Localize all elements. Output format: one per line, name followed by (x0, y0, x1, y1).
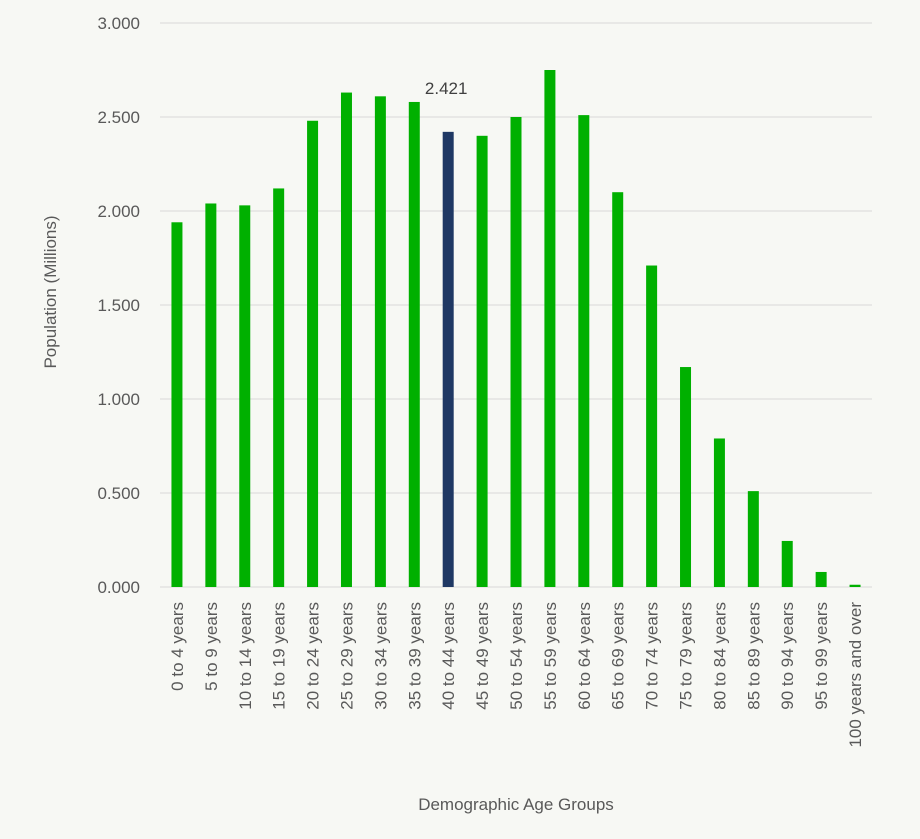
bar (374, 96, 386, 587)
x-tick-label: 30 to 34 years (371, 602, 390, 710)
bar (815, 571, 827, 587)
x-tick-label: 10 to 14 years (236, 602, 255, 710)
x-tick-label: 60 to 64 years (575, 602, 594, 710)
bar (510, 117, 522, 587)
x-tick-label: 80 to 84 years (710, 602, 729, 710)
y-axis-title: Population (Millions) (41, 215, 60, 368)
bar (646, 265, 658, 587)
bar (781, 540, 793, 587)
x-tick-label: 20 to 24 years (304, 602, 323, 710)
x-tick-label: 45 to 49 years (473, 602, 492, 710)
x-tick-label: 90 to 94 years (778, 602, 797, 710)
y-tick-label: 0.500 (97, 484, 140, 503)
x-tick-label: 0 to 4 years (168, 602, 187, 691)
bar (612, 192, 624, 587)
y-tick-label: 1.000 (97, 390, 140, 409)
x-tick-label: 75 to 79 years (677, 602, 696, 710)
x-axis-title: Demographic Age Groups (418, 795, 614, 814)
x-tick-label: 55 to 59 years (541, 602, 560, 710)
y-axis-ticks: 0.000 0.500 1.000 1.500 2.000 2.500 3.000 (97, 14, 140, 597)
y-tick-label: 3.000 (97, 14, 140, 33)
x-tick-label: 40 to 44 years (439, 602, 458, 710)
x-tick-label: 35 to 39 years (405, 602, 424, 710)
data-label: 2.421 (425, 79, 468, 98)
x-tick-label: 15 to 19 years (270, 602, 289, 710)
bars (171, 70, 861, 588)
x-tick-label: 85 to 89 years (744, 602, 763, 710)
bar (849, 584, 861, 587)
bar (408, 101, 420, 588)
bar (171, 222, 183, 587)
bar (544, 70, 556, 587)
x-tick-label: 95 to 99 years (812, 602, 831, 710)
bar (442, 131, 454, 588)
bar (680, 367, 692, 587)
bar (205, 203, 217, 588)
bar (476, 135, 488, 588)
bar (239, 205, 251, 588)
bar (713, 438, 725, 587)
bar (307, 120, 319, 587)
y-tick-label: 2.500 (97, 108, 140, 127)
x-tick-label: 65 to 69 years (609, 602, 628, 710)
x-axis-ticks: 0 to 4 years 5 to 9 years 10 to 14 years 15… (168, 602, 865, 748)
bar (273, 188, 285, 587)
x-tick-label: 50 to 54 years (507, 602, 526, 710)
y-tick-label: 1.500 (97, 296, 140, 315)
bar (340, 92, 352, 587)
x-tick-label: 5 to 9 years (202, 602, 221, 691)
x-tick-label: 100 years and over (846, 602, 865, 748)
x-tick-label: 70 to 74 years (643, 602, 662, 710)
x-tick-label: 25 to 29 years (337, 602, 356, 710)
bar (578, 115, 590, 588)
y-tick-label: 2.000 (97, 202, 140, 221)
bar (747, 491, 759, 587)
y-tick-label: 0.000 (97, 578, 140, 597)
